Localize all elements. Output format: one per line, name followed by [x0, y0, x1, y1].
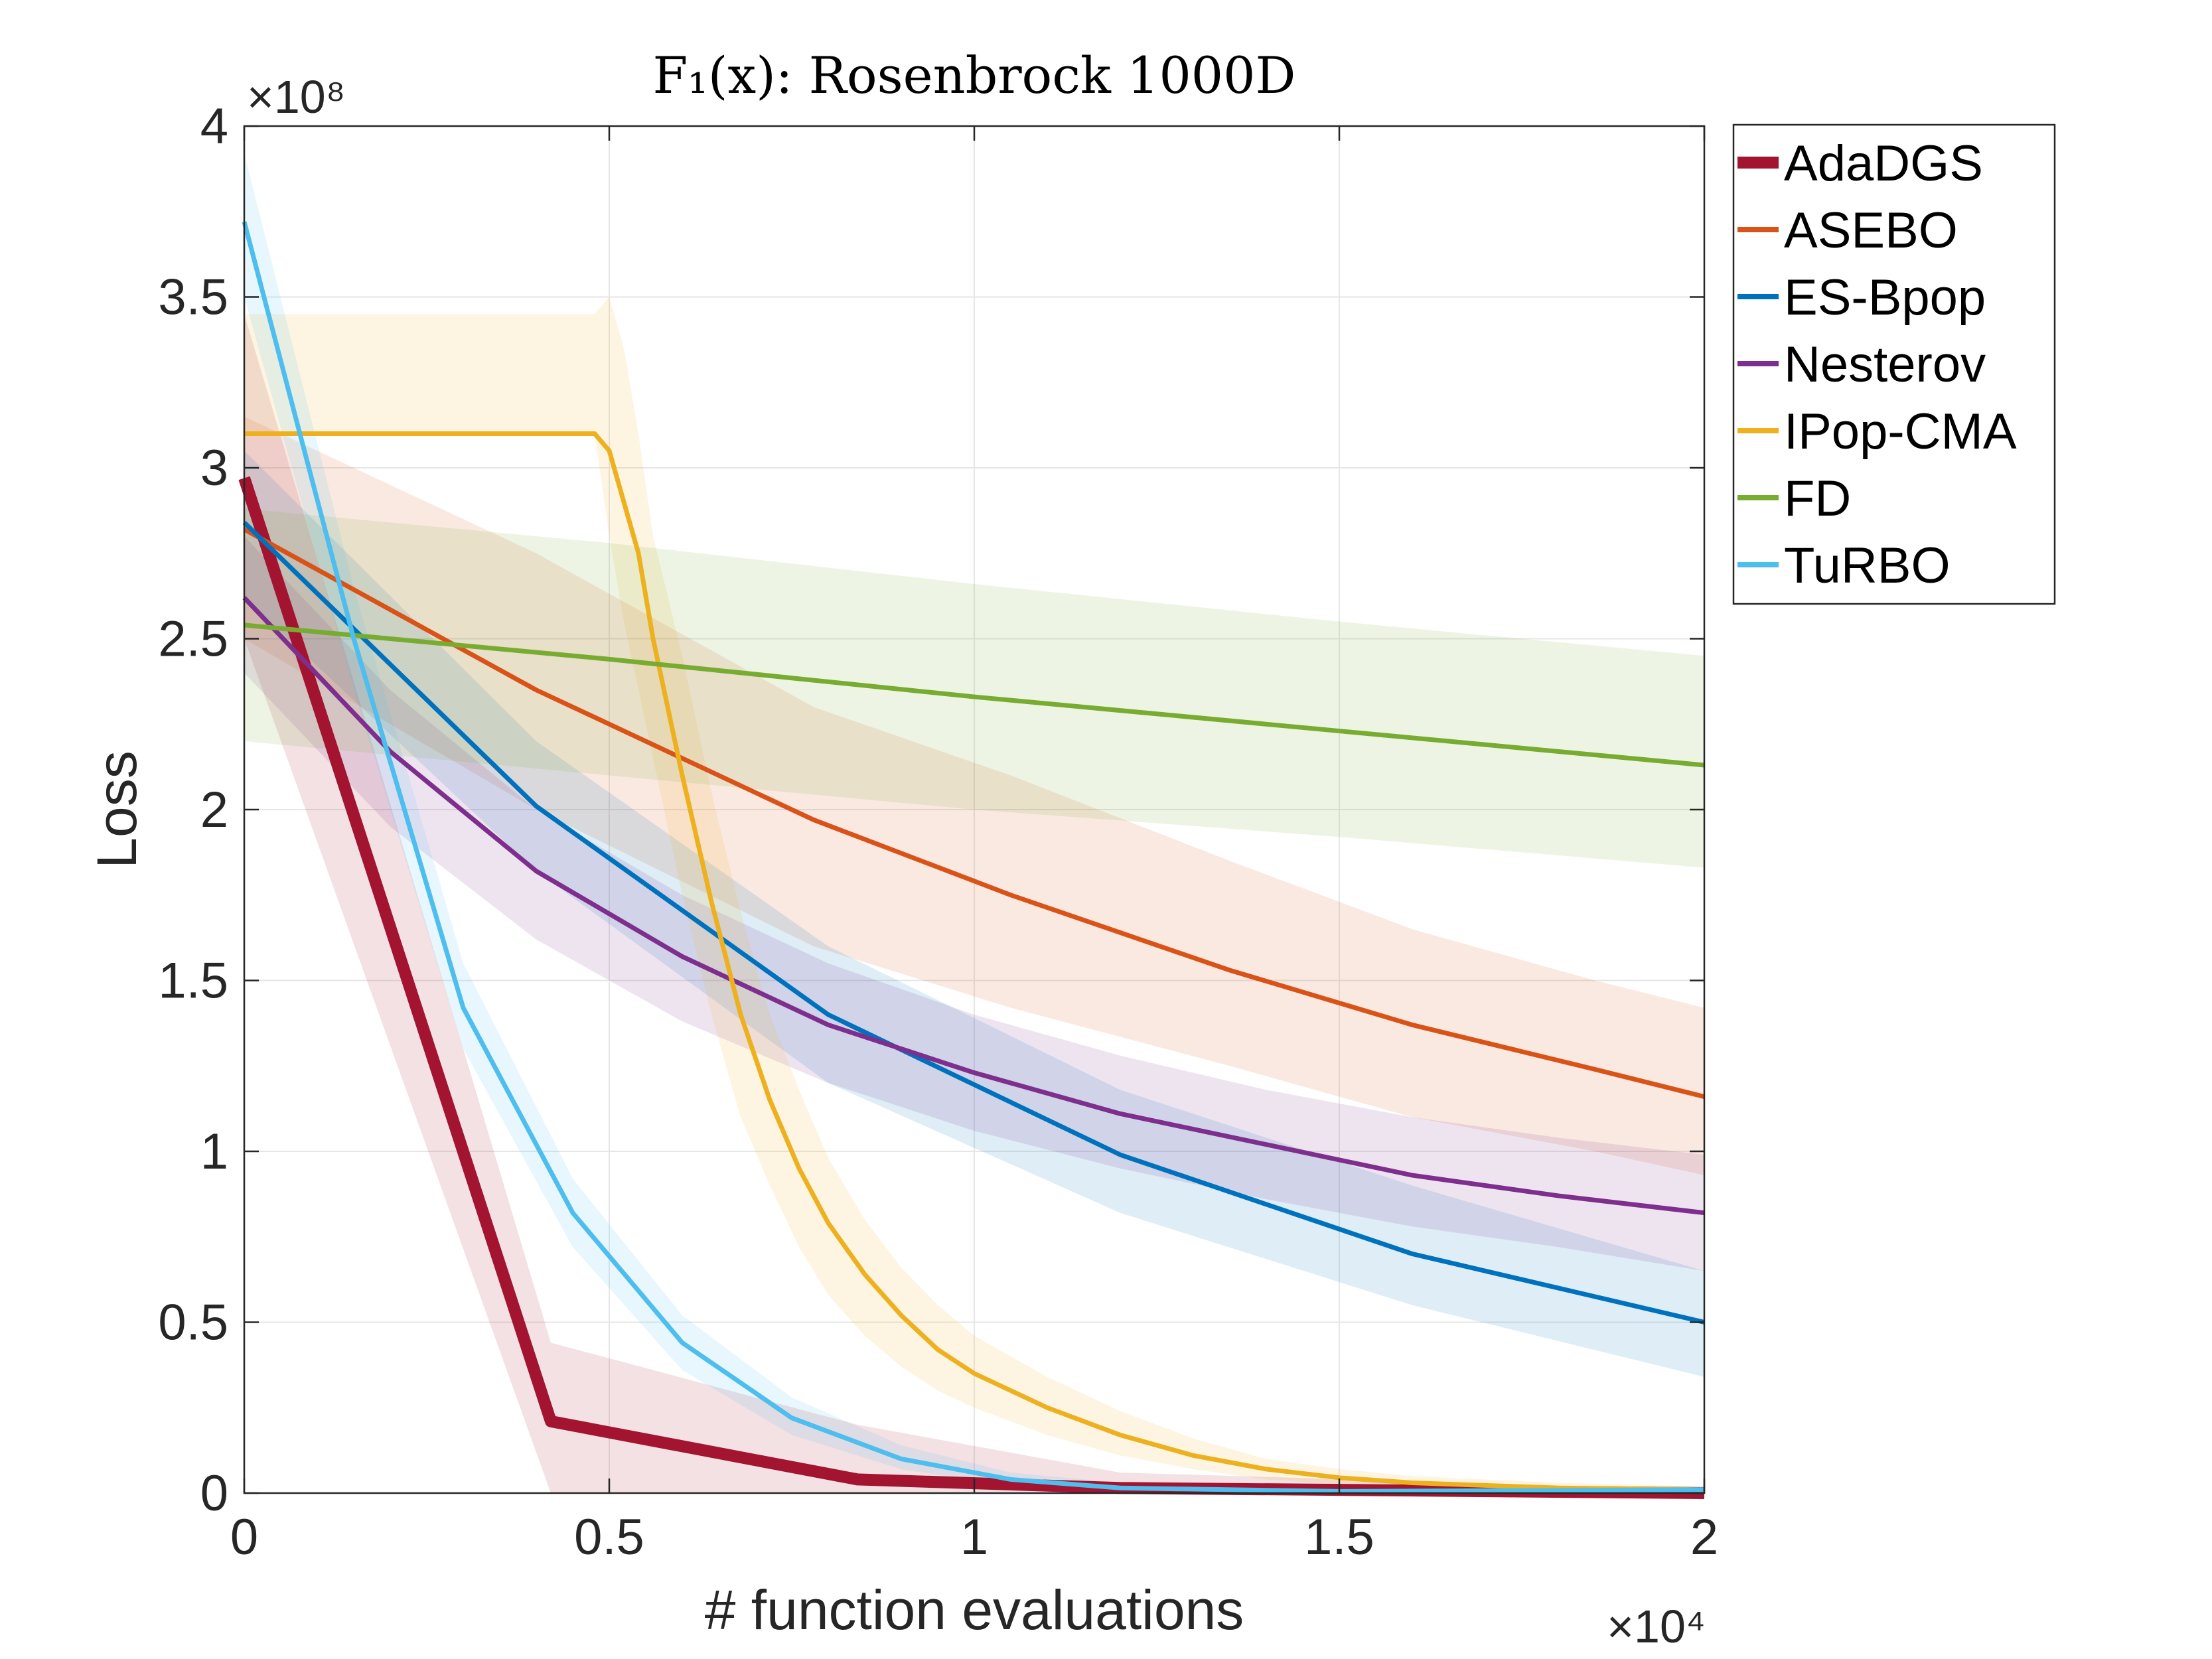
- y-tick-label: 3.5: [158, 269, 228, 326]
- es-bpop-line: [242, 520, 1705, 1325]
- legend-label-asebo: ASEBO: [1784, 202, 1958, 259]
- asebo-line: [243, 527, 1705, 1099]
- x-exponent-label: ×10⁴: [1607, 1601, 1706, 1652]
- ipop-cma-line: [244, 431, 1705, 1492]
- y-tick-label: 3: [200, 440, 228, 496]
- y-tick-label: 2: [200, 782, 228, 838]
- y-tick-label: 1.5: [158, 953, 228, 1009]
- fd-line: [244, 622, 1705, 768]
- chart-title: F₁(x): Rosenbrock 1000D: [653, 46, 1296, 105]
- legend-label-nesterov: Nesterov: [1784, 336, 1986, 393]
- x-axis-label: # function evaluations: [705, 1579, 1244, 1641]
- fd-band: [244, 508, 1704, 868]
- y-tick-label: 0.5: [158, 1295, 228, 1351]
- x-tick-label: 0: [230, 1509, 258, 1565]
- y-tick-label: 1: [200, 1123, 228, 1180]
- confidence-bands: [244, 153, 1704, 1494]
- y-tick-label: 2.5: [158, 611, 228, 668]
- axis-ticks: [243, 125, 1706, 1494]
- legend-label-ipop-cma: IPop-CMA: [1784, 403, 2017, 460]
- legend-box: [1732, 123, 2056, 605]
- x-tick-label: 1.5: [1304, 1509, 1374, 1565]
- x-tick-label: 0.5: [574, 1509, 644, 1565]
- x-tick-label: 2: [1690, 1509, 1718, 1565]
- nesterov-line: [242, 596, 1705, 1216]
- ipop-cma-band: [244, 297, 1704, 1493]
- y-tick-label: 4: [200, 98, 228, 155]
- turbo-line: [242, 221, 1705, 1494]
- series-lines: [238, 221, 1705, 1499]
- legend-label-turbo: TuRBO: [1784, 538, 1951, 594]
- legend: AdaDGS ASEBO ES-Bpop Nesterov IPop-CMA FD TuRB…: [1732, 123, 2056, 605]
- x-tick-labels: 0 0.5 1 1.5 2: [230, 1509, 1718, 1565]
- x-tick-label: 1: [960, 1509, 988, 1565]
- asebo-band: [244, 416, 1704, 1176]
- y-axis-label: Loss: [86, 751, 148, 868]
- y-tick-label: 0: [200, 1465, 228, 1522]
- legend-label-fd: FD: [1784, 470, 1851, 527]
- y-tick-labels: 0 0.5 1 1.5 2 2.5 3 3.5 4: [158, 98, 228, 1522]
- es-bpop-band: [244, 451, 1704, 1377]
- legend-label-adadgs: AdaDGS: [1784, 135, 1983, 192]
- legend-label-es-bpop: ES-Bpop: [1784, 269, 1986, 326]
- y-exponent-label: ×10⁸: [247, 71, 345, 123]
